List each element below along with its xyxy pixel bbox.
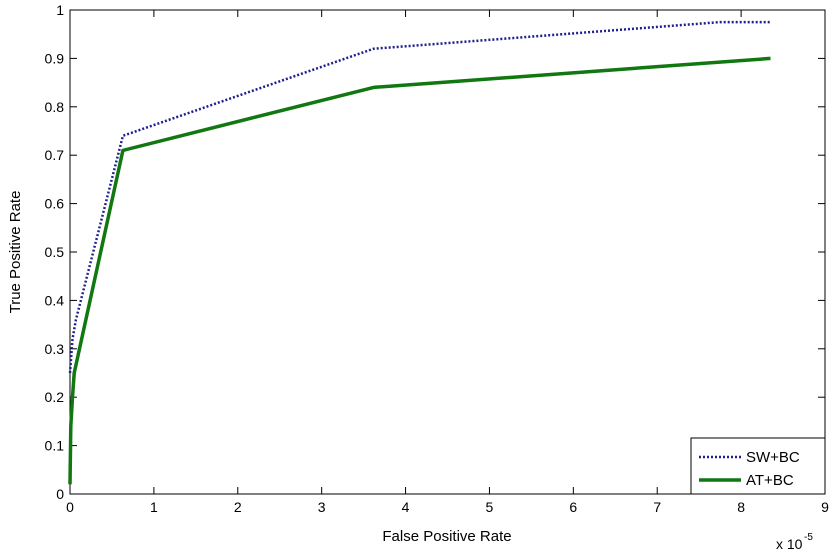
x-tick-label: 4 xyxy=(402,499,410,515)
x-axis-label: False Positive Rate xyxy=(382,528,511,545)
x-tick-label: 1 xyxy=(150,499,158,515)
series-line-sw-bc xyxy=(68,20,771,374)
legend: SW+BC AT+BC xyxy=(690,437,826,495)
x-tick-label: 2 xyxy=(234,499,242,515)
x-multiplier-base: x 10 xyxy=(776,536,803,552)
y-tick-label: 0.3 xyxy=(45,341,65,357)
x-tick-label: 9 xyxy=(821,499,829,515)
y-tick-label: 0.4 xyxy=(45,292,65,308)
x-tick-label: 5 xyxy=(486,499,494,515)
legend-label-sw-bc: SW+BC xyxy=(746,449,800,466)
plot-area xyxy=(69,9,826,495)
y-tick-label: 0.2 xyxy=(45,389,65,405)
legend-box xyxy=(690,437,826,495)
y-tick-labels: 0 0.1 0.2 0.3 0.4 0.5 0.6 0.7 0.8 0.9 1 xyxy=(45,2,65,502)
x-tick-label: 3 xyxy=(318,499,326,515)
y-tick-label: 0 xyxy=(56,486,64,502)
y-axis-label: True Positive Rate xyxy=(7,191,24,314)
y-tick-label: 0.7 xyxy=(45,147,65,163)
y-tick-label: 0.5 xyxy=(45,244,65,260)
x-tick-label: 7 xyxy=(653,499,661,515)
series-line-at-bc xyxy=(68,56,771,485)
series-layer xyxy=(68,20,771,485)
y-tick-label: 0.8 xyxy=(45,99,65,115)
x-tick-labels: 0 1 2 3 4 5 6 7 8 9 xyxy=(66,499,829,515)
y-tick-label: 0.6 xyxy=(45,196,65,212)
y-tick-label: 0.1 xyxy=(45,438,65,454)
x-tick-label: 6 xyxy=(569,499,577,515)
x-tick-label: 0 xyxy=(66,499,74,515)
x-multiplier-exponent: -5 xyxy=(804,532,813,543)
y-tick-label: 0.9 xyxy=(45,50,65,66)
x-axis-multiplier: x 10 -5 xyxy=(776,532,813,552)
legend-label-at-bc: AT+BC xyxy=(746,472,794,489)
y-tick-label: 1 xyxy=(56,2,64,18)
x-tick-label: 8 xyxy=(737,499,745,515)
